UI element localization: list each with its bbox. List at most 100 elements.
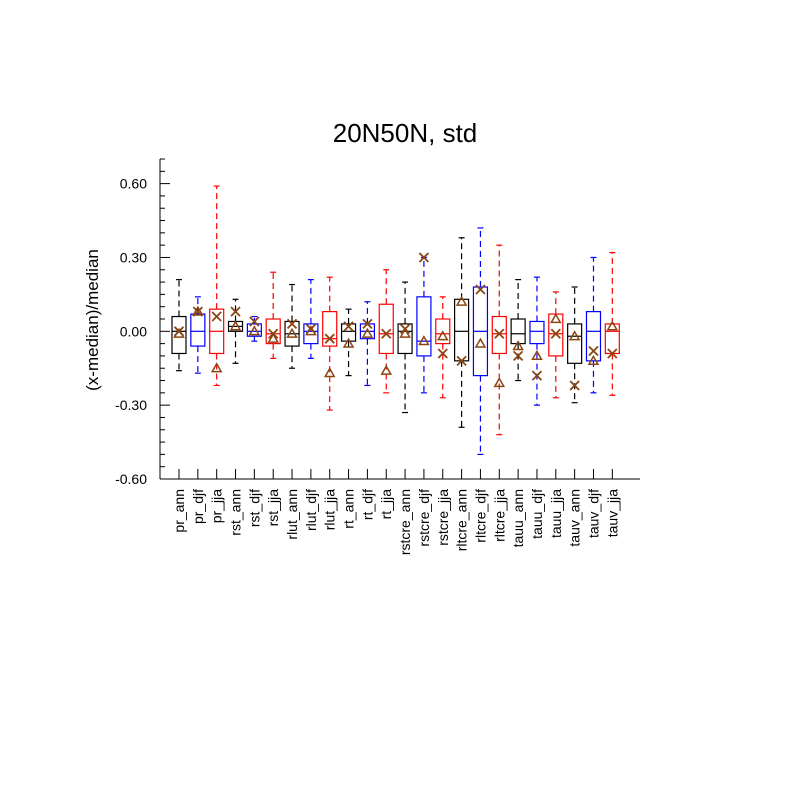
box-pr-djf: pr_djf bbox=[190, 296, 206, 524]
iqr-box bbox=[529, 320, 545, 345]
cross-marker-b bbox=[381, 328, 392, 339]
x-tick-label: rstcre_jja bbox=[435, 489, 451, 546]
triangle-marker bbox=[210, 362, 223, 373]
box-rst-ann: rst_ann bbox=[228, 298, 244, 536]
triangle-marker bbox=[361, 327, 374, 338]
cross-marker-b bbox=[399, 323, 411, 334]
triangle-marker bbox=[323, 367, 336, 378]
triangle-marker bbox=[531, 349, 543, 361]
box-tauv-djf: tauv_djf bbox=[585, 256, 602, 538]
y-tick-label: 0.60 bbox=[120, 176, 147, 192]
box-rltcre-djf: rltcre_djf bbox=[472, 227, 488, 543]
iqr-box bbox=[378, 303, 394, 355]
x-tick-label: rst_ann bbox=[228, 489, 244, 536]
box-rlut-ann: rlut_ann bbox=[284, 283, 300, 540]
box-rlut-djf: rlut_djf bbox=[303, 279, 319, 531]
triangle-marker bbox=[493, 376, 506, 388]
triangle-marker bbox=[512, 340, 524, 351]
x-tick-label: rt_jja bbox=[378, 489, 394, 520]
cross-marker-b bbox=[531, 370, 543, 381]
x-tick-label: tauu_jja bbox=[548, 489, 564, 538]
x-tick-label: pr_djf bbox=[190, 489, 206, 524]
box-pr-ann: pr_ann bbox=[171, 279, 187, 533]
box-rstcre-ann: rstcre_ann bbox=[397, 281, 413, 555]
cross-marker-b bbox=[268, 328, 279, 339]
cross-marker-b bbox=[607, 348, 618, 359]
triangle-marker bbox=[474, 337, 487, 348]
box-rst-djf: rst_djf bbox=[246, 315, 262, 527]
iqr-box bbox=[604, 323, 620, 355]
triangle-marker bbox=[342, 337, 355, 348]
triangle-marker bbox=[455, 295, 468, 306]
triangle-marker bbox=[229, 320, 242, 331]
cross-marker-b bbox=[569, 380, 580, 391]
iqr-box bbox=[340, 323, 357, 342]
box-tauu-djf: tauu_djf bbox=[529, 276, 545, 539]
x-tick-label: rlut_ann bbox=[284, 489, 300, 540]
y-axis-label: (x-median)/median bbox=[83, 249, 102, 391]
triangle-marker bbox=[267, 332, 279, 343]
y-tick-label: -0.30 bbox=[115, 397, 147, 413]
box-rstcre-djf: rstcre_djf bbox=[416, 252, 432, 547]
cross-marker-b bbox=[173, 326, 185, 337]
cross-marker-b bbox=[343, 321, 354, 332]
cross-marker-b bbox=[550, 328, 561, 339]
triangle-marker bbox=[286, 327, 298, 338]
x-tick-label: tauv_jja bbox=[604, 489, 620, 537]
iqr-box bbox=[322, 311, 338, 347]
x-tick-label: rlut_jja bbox=[322, 489, 338, 530]
box-tauu-jja: tauu_jja bbox=[548, 291, 564, 538]
axes-layer: -0.60 -0.30 0.00 0.30 0.60 bbox=[115, 158, 640, 487]
triangle-marker bbox=[418, 335, 430, 346]
iqr-box bbox=[567, 323, 583, 364]
x-tick-label: rltcre_jja bbox=[491, 489, 507, 542]
triangle-marker bbox=[568, 330, 581, 341]
x-tick-label: tauv_djf bbox=[585, 489, 601, 538]
iqr-box bbox=[265, 318, 281, 345]
box-rst-jja: rst_jja bbox=[265, 271, 281, 527]
cross-marker-b bbox=[192, 306, 203, 317]
y-tick-label: -0.60 bbox=[115, 471, 147, 487]
x-tick-label: rt_ann bbox=[341, 489, 357, 529]
cross-marker-b bbox=[362, 318, 373, 330]
iqr-box bbox=[303, 323, 319, 345]
box-tauu-ann: tauu_ann bbox=[510, 279, 526, 547]
box-rstcre-jja: rstcre_jja bbox=[435, 296, 451, 546]
triangle-marker bbox=[587, 354, 600, 365]
x-tick-label: rstcre_ann bbox=[397, 489, 413, 555]
x-tick-label: tauu_ann bbox=[510, 489, 526, 547]
cross-marker-b bbox=[249, 316, 260, 327]
box-rt-ann: rt_ann bbox=[340, 308, 357, 529]
iqr-box bbox=[435, 318, 451, 345]
iqr-box bbox=[246, 323, 262, 337]
iqr-box bbox=[190, 313, 206, 347]
triangle-marker bbox=[399, 327, 411, 338]
cross-marker-b bbox=[512, 350, 524, 362]
triangle-marker bbox=[380, 364, 393, 375]
chart-title: 20N50N, std bbox=[333, 118, 478, 148]
box-rt-djf: rt_djf bbox=[359, 301, 375, 520]
iqr-box bbox=[510, 318, 526, 345]
cross-marker-b bbox=[588, 345, 599, 357]
cross-marker-b bbox=[475, 284, 486, 295]
x-tick-label: rst_jja bbox=[265, 489, 281, 527]
cross-marker-b bbox=[324, 333, 335, 344]
triangle-marker bbox=[192, 305, 204, 316]
cross-marker-b bbox=[305, 323, 317, 334]
x-tick-label: pr_ann bbox=[171, 489, 187, 533]
y-tick-label: 0.30 bbox=[120, 249, 147, 265]
iqr-box bbox=[171, 315, 187, 355]
box-rltcre-ann: rltcre_ann bbox=[454, 237, 470, 551]
cross-marker-b bbox=[456, 355, 467, 366]
cross-marker-b bbox=[211, 311, 222, 322]
iqr-box bbox=[585, 311, 602, 362]
cross-marker-b bbox=[494, 328, 505, 339]
x-tick-label: tauu_djf bbox=[529, 489, 545, 539]
iqr-box bbox=[416, 296, 432, 357]
box-tauv-jja: tauv_jja bbox=[604, 251, 620, 537]
y-tick-label: 0.00 bbox=[120, 323, 147, 339]
cross-marker-b bbox=[418, 252, 430, 263]
iqr-box bbox=[397, 323, 413, 355]
